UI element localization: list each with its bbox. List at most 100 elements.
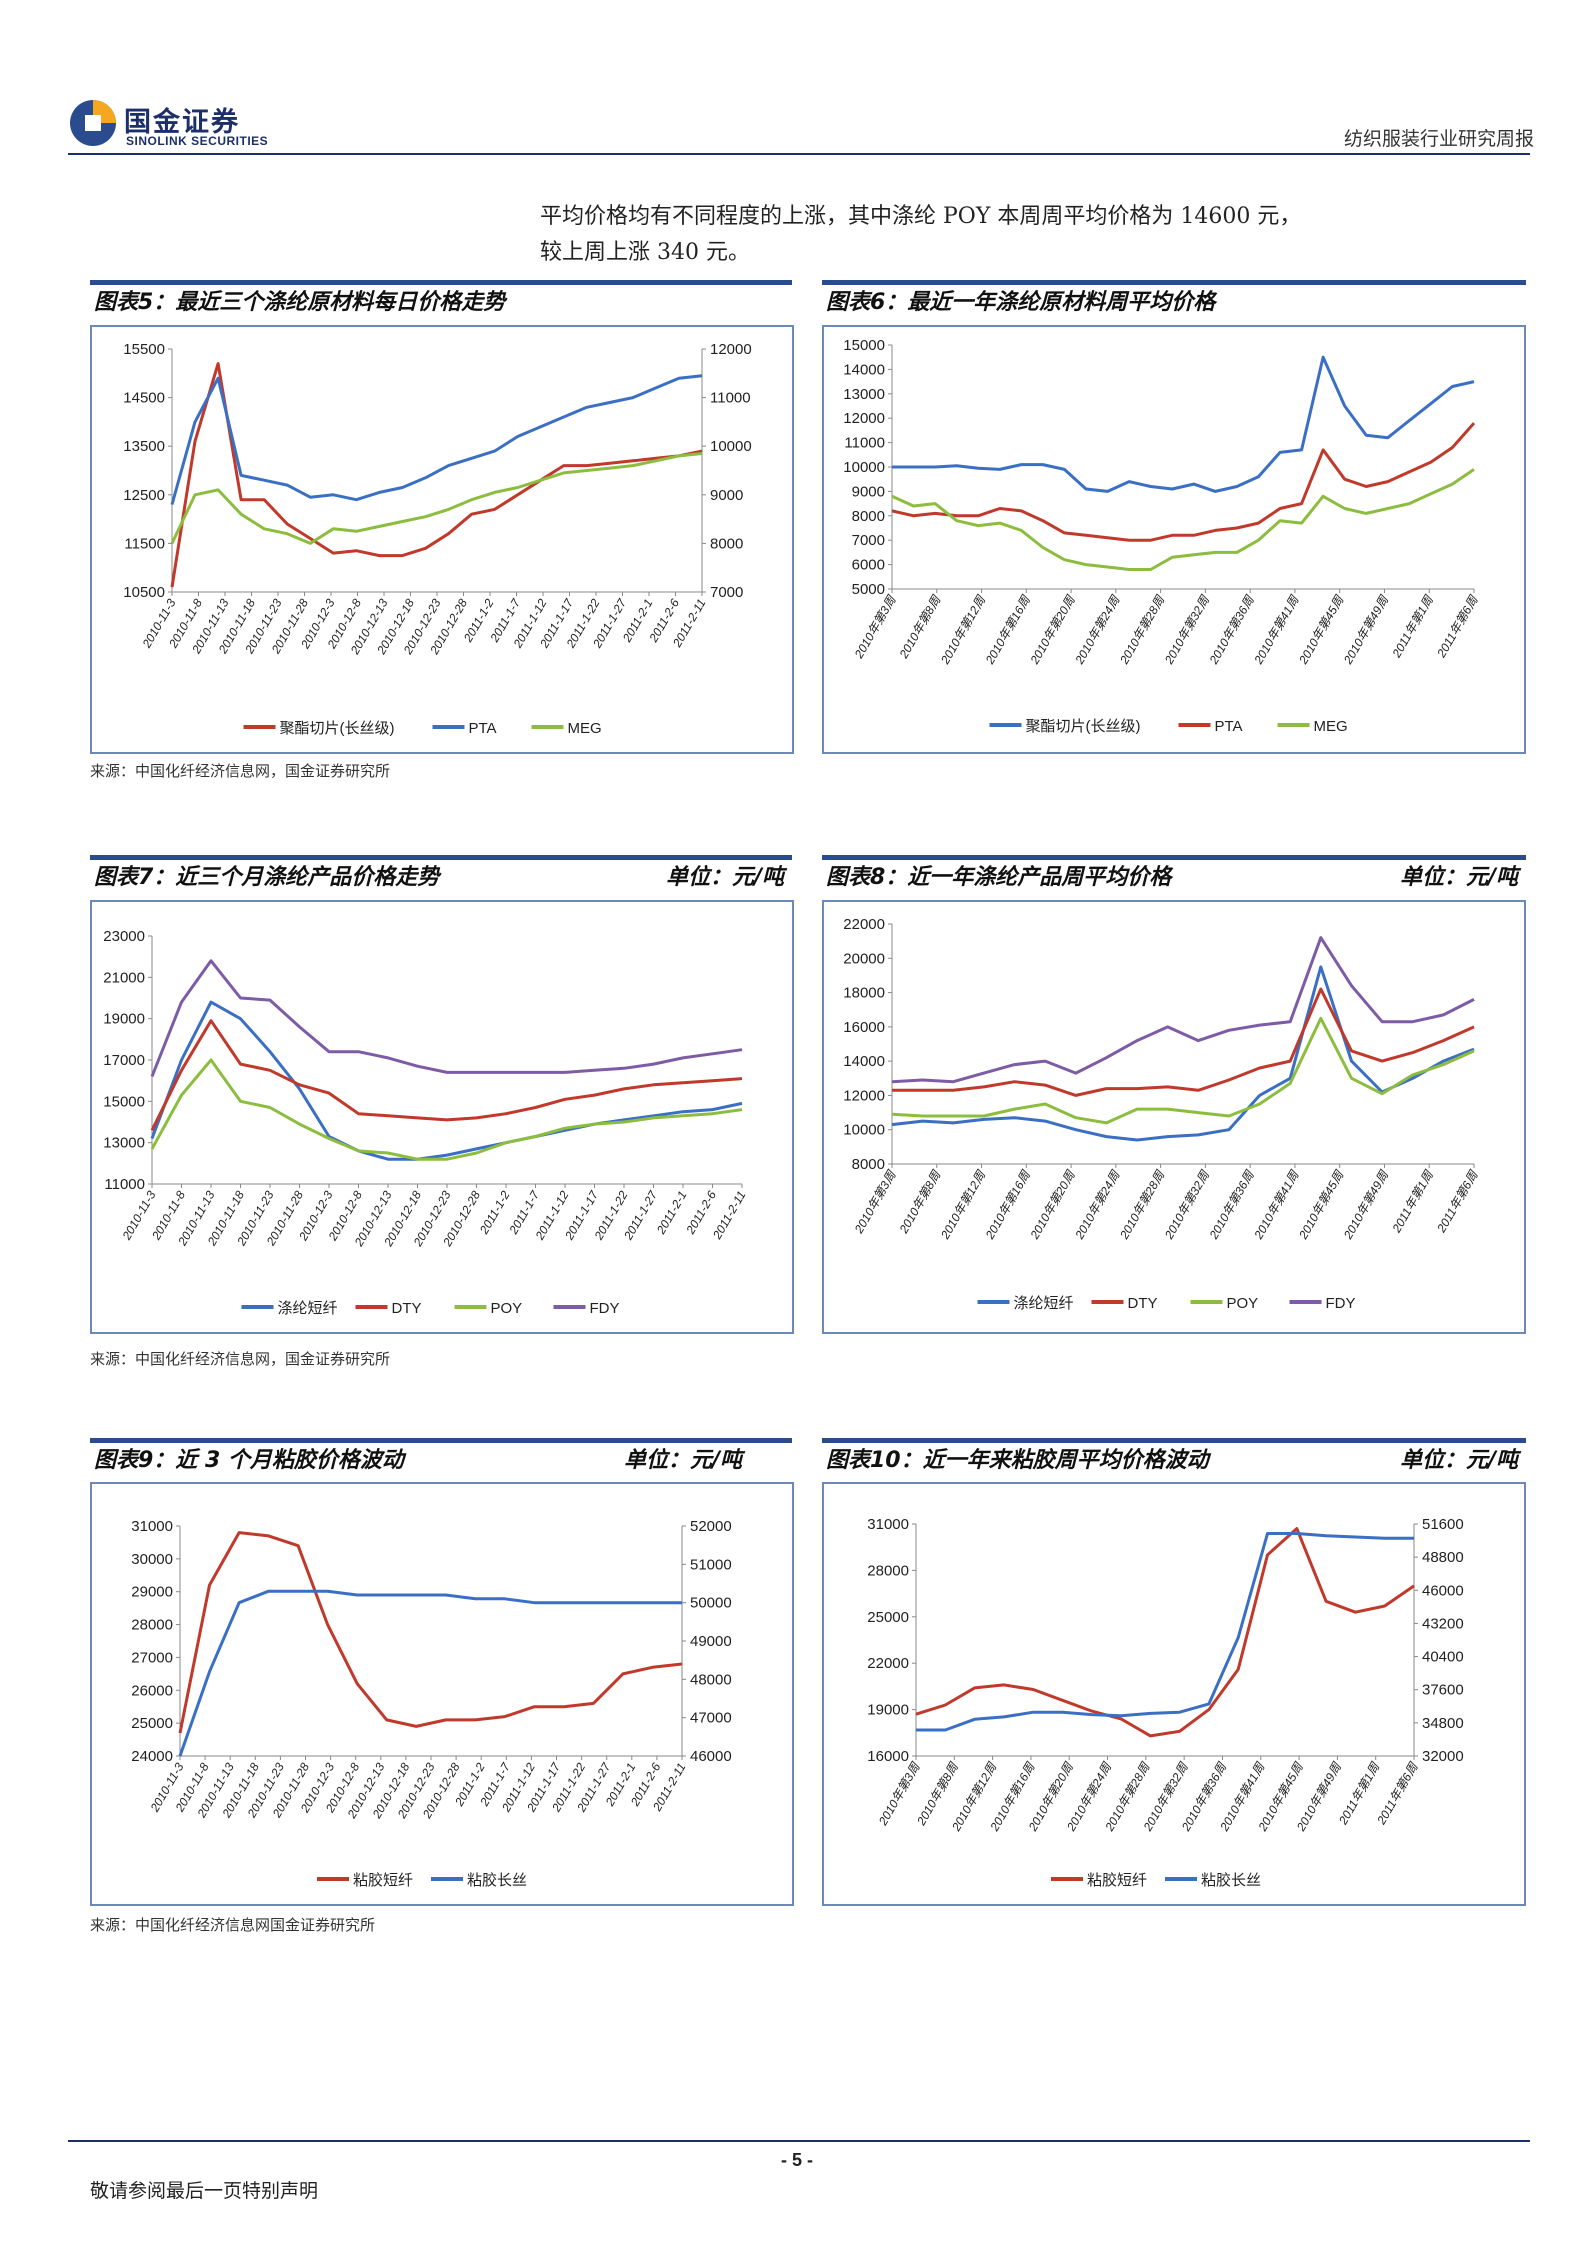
y-tick-label: 17000 [103,1052,145,1069]
legend-label: 粘胶短纤 [353,1872,413,1889]
y-tick-label: 19000 [867,1702,909,1719]
y-tick-label: 25000 [867,1609,909,1626]
legend-label: DTY [392,1300,422,1317]
fig7-plot: 110001300015000170001900021000230002010-… [103,928,748,1317]
y-tick-label: 26000 [131,1682,173,1699]
y2-tick-label: 9000 [710,487,743,504]
y2-tick-label: 40400 [1422,1649,1464,1666]
y-tick-label: 10000 [843,459,885,476]
report-type: 纺织服装行业研究周报 [1343,128,1534,150]
fig6-title: 图表6：最近一年涤纶原材料周平均价格 [822,280,1526,323]
legend-label: POY [1227,1295,1259,1312]
series-line-FDY [891,936,1475,1084]
x-tick-label: 2010年第32周 [1161,593,1212,668]
x-tick-label: 2010年第24周 [1072,1168,1123,1243]
sinolink-logo-icon [70,100,116,146]
legend-label: MEG [568,720,602,737]
legend-label: FDY [1326,1295,1356,1312]
page-number: - 5 - [780,2150,813,2170]
y2-tick-label: 46000 [690,1748,732,1765]
fig7-chart: 11000 13000 15000 17000 19000 21000 23000 2010-… [90,900,794,1334]
y-tick-label: 15000 [103,1093,145,1110]
y-tick-label: 14000 [843,1053,885,1070]
fig9-plot: 24000 25000 26000 27000 28000 29000 30000 31000… [131,1518,731,1889]
y2-tick-label: 48800 [1422,1549,1464,1566]
series-line-聚酯切片(长丝级) [892,355,1475,493]
fig7-unit: 单位：元/吨 [665,865,784,890]
x-tick-label: 2010年第3周 [851,593,899,662]
intro-line-1: 平均价格均有不同程度的上涨，其中涤纶 POY 本周周平均价格为 14600 元， [540,204,1302,229]
x-tick-label: 2010年第12周 [937,1168,988,1243]
y2-tick-label: 50000 [690,1595,732,1612]
legend-label: DTY [1128,1295,1158,1312]
legend-label: 涤纶短纤 [1014,1295,1074,1312]
y-tick-label: 25000 [131,1715,173,1732]
legend-label: PTA [469,720,497,737]
x-tick-label: 2010年第8周 [896,1168,944,1237]
source-note-1: 来源：中国化纤经济信息网，国金证券研究所 [90,762,391,780]
legend-label: 粘胶短纤 [1087,1872,1147,1889]
fig8-title: 图表8：近一年涤纶产品周平均价格 单位：元/吨 [822,855,1526,898]
y-tick-label: 28000 [867,1562,909,1579]
series-line-POY [150,1058,743,1161]
x-tick-label: 2010年第36周 [1206,593,1257,668]
series-line-POY [891,1016,1475,1125]
fig5-plot: 10500 11500 12500 13500 14500 15500 7000 8000 90… [123,341,751,737]
x-tick-label: 2010年第24周 [1072,593,1123,668]
brand-name-cn: 国金证券 [124,107,240,138]
fig5-chart: 10500 11500 12500 13500 14500 15500 7000 8000 90… [90,325,794,754]
y-tick-label: 6000 [852,557,885,574]
fig9-title: 图表9：近 3 个月粘胶价格波动 单位：元/吨 [90,1438,792,1481]
y-tick-label: 21000 [103,969,145,986]
y2-tick-label: 34800 [1422,1715,1464,1732]
y-tick-label: 12000 [843,1087,885,1104]
y-tick-label: 19000 [103,1011,145,1028]
y2-tick-label: 46000 [1422,1582,1464,1599]
fig6-plot: 5000 6000 7000 8000 9000 10000 11000 12000 13000… [843,337,1481,735]
intro-line-2: 较上周上涨 340 元。 [540,240,750,265]
fig8-plot: 8000 10000 12000 14000 16000 18000 20000 22000 2… [843,916,1481,1312]
fig9-chart: 24000 25000 26000 27000 28000 29000 30000 31000… [90,1482,794,1906]
y-tick-label: 5000 [852,581,885,598]
y-tick-label: 8000 [852,508,885,525]
y-tick-label: 30000 [131,1551,173,1568]
y-tick-label: 12500 [123,487,165,504]
y-tick-label: 28000 [131,1617,173,1634]
fig10-title: 图表10：近一年来粘胶周平均价格波动 单位：元/吨 [822,1438,1526,1481]
y-tick-label: 15000 [843,337,885,354]
y-tick-label: 23000 [103,928,145,945]
source-note-3: 来源：中国化纤经济信息网国金证券研究所 [90,1916,376,1934]
y-tick-label: 16000 [843,1019,885,1036]
y-tick-label: 16000 [867,1748,909,1765]
header-divider [68,153,1530,155]
x-tick-label: 2010年第16周 [982,593,1033,668]
series-line-粘胶短纤 [178,1531,683,1734]
fig8-chart: 8000 10000 12000 14000 16000 18000 20000 22000 2… [822,900,1526,1334]
legend-label: 粘胶长丝 [1201,1872,1261,1889]
disclaimer: 敬请参阅最后一页特别声明 [90,2180,319,2202]
y-tick-label: 31000 [867,1516,909,1533]
y-tick-label: 27000 [131,1649,173,1666]
y-tick-label: 10000 [843,1122,885,1139]
y-tick-label: 8000 [852,1156,885,1173]
x-tick-label: 2010年第32周 [1161,1168,1212,1243]
fig8-unit: 单位：元/吨 [1399,865,1518,890]
y2-tick-label: 37600 [1422,1682,1464,1699]
x-tick-label: 2010年第49周 [1340,1168,1391,1243]
y-tick-label: 18000 [843,985,885,1002]
series-line-DTY [892,987,1475,1097]
legend-label: POY [491,1300,523,1317]
y-tick-label: 13000 [103,1135,145,1152]
y2-tick-label: 51600 [1422,1516,1464,1533]
y2-tick-label: 8000 [710,535,743,552]
legend-label: 粘胶长丝 [467,1872,527,1889]
legend-label: 聚酯切片(长丝级) [1026,718,1141,735]
y-tick-label: 11000 [104,1176,145,1193]
brand-name-en: SINOLINK SECURITIES [126,134,269,148]
y2-tick-label: 32000 [1422,1748,1464,1765]
y-tick-label: 22000 [843,916,885,933]
x-tick-label: 2010年第28周 [1117,1168,1168,1243]
y-tick-label: 15500 [123,341,165,358]
footer-divider [68,2140,1530,2142]
x-tick-label: 2010年第8周 [896,593,944,662]
